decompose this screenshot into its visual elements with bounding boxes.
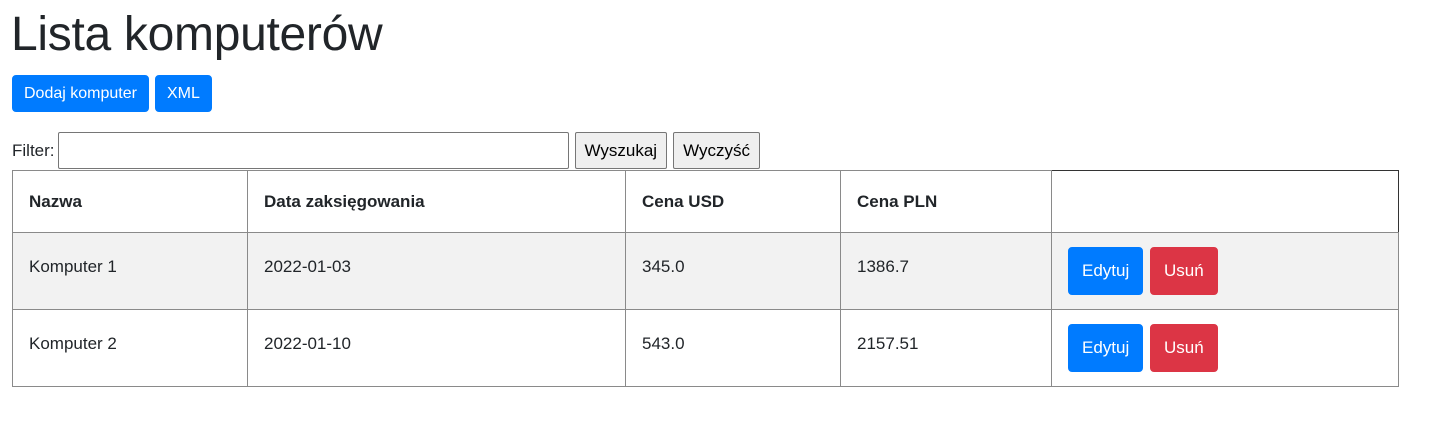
delete-button[interactable]: Usuń	[1149, 247, 1218, 295]
filter-input[interactable]	[57, 132, 569, 169]
column-header-name: Nazwa	[12, 170, 248, 233]
filter-bar: Filter: Wyszukaj Wyczyść	[12, 132, 760, 169]
column-header-actions	[1051, 170, 1399, 233]
cell-actions: Edytuj Usuń	[1051, 309, 1399, 387]
delete-button[interactable]: Usuń	[1149, 324, 1218, 372]
cell-date: 2022-01-03	[247, 232, 626, 310]
column-header-pln: Cena PLN	[840, 170, 1052, 233]
page-title: Lista komputerów	[11, 8, 383, 61]
table-header-row: Nazwa Data zaksięgowania Cena USD Cena P…	[12, 170, 1399, 233]
toolbar: Dodaj komputer XML	[12, 75, 212, 112]
cell-date: 2022-01-10	[247, 309, 626, 387]
edit-button[interactable]: Edytuj	[1068, 247, 1144, 295]
cell-pln: 2157.51	[840, 309, 1052, 387]
cell-usd: 345.0	[625, 232, 841, 310]
cell-actions: Edytuj Usuń	[1051, 232, 1399, 310]
cell-name: Komputer 2	[12, 309, 248, 387]
clear-button[interactable]: Wyczyść	[673, 132, 760, 169]
column-header-usd: Cena USD	[625, 170, 841, 233]
filter-label: Filter:	[12, 140, 55, 160]
computers-table: Nazwa Data zaksięgowania Cena USD Cena P…	[12, 170, 1399, 387]
column-header-date: Data zaksięgowania	[247, 170, 626, 233]
cell-name: Komputer 1	[12, 232, 248, 310]
search-button[interactable]: Wyszukaj	[574, 132, 668, 169]
table-row: Komputer 1 2022-01-03 345.0 1386.7 Edytu…	[12, 232, 1399, 310]
add-computer-button[interactable]: Dodaj komputer	[12, 75, 149, 112]
xml-button[interactable]: XML	[154, 75, 212, 112]
cell-pln: 1386.7	[840, 232, 1052, 310]
table-row: Komputer 2 2022-01-10 543.0 2157.51 Edyt…	[12, 309, 1399, 387]
edit-button[interactable]: Edytuj	[1068, 324, 1144, 372]
cell-usd: 543.0	[625, 309, 841, 387]
